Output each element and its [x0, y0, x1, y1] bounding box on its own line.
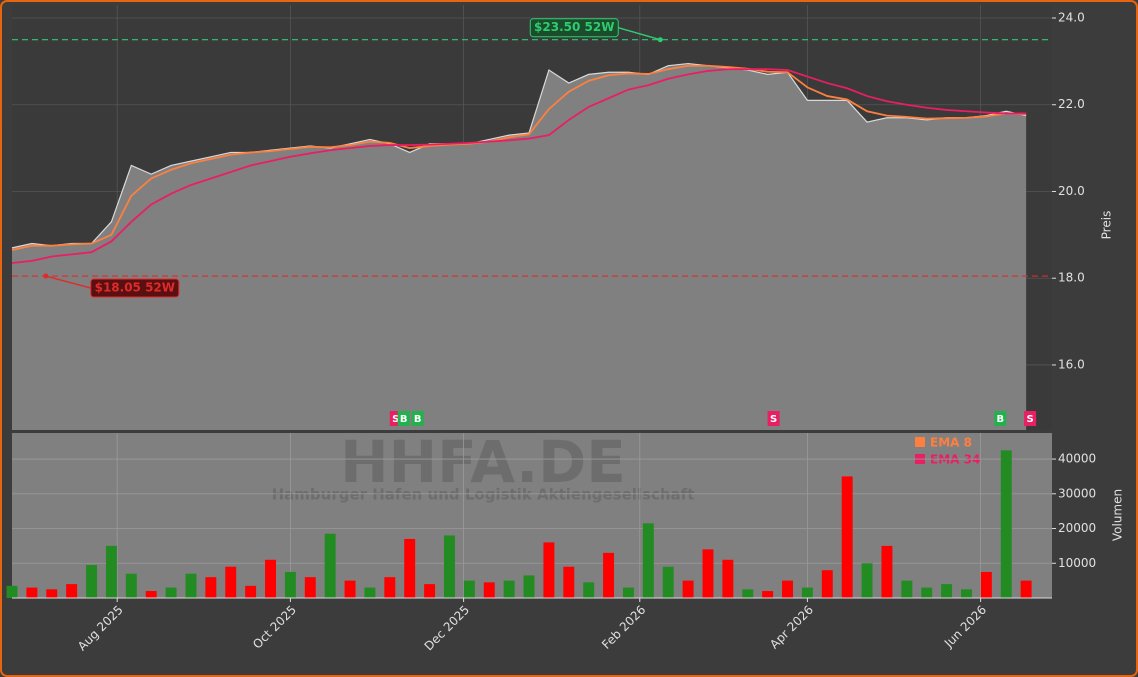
annotation-arrow [45, 275, 91, 289]
annotation-arrow [618, 26, 661, 41]
volume-bar [941, 584, 953, 598]
y-tick-label: 30000 [1058, 486, 1096, 500]
volume-bar [66, 584, 78, 598]
volume-bar [821, 570, 833, 598]
y-tick-label: 16.0 [1058, 357, 1085, 371]
signal-label: S [392, 414, 399, 425]
volume-bar [543, 542, 555, 598]
volume-bar [46, 589, 58, 598]
volume-bar [682, 580, 694, 598]
volume-bar [245, 585, 257, 598]
y-tick-label: 22.0 [1058, 97, 1085, 111]
signal-label: B [400, 414, 408, 425]
volume-bar [26, 587, 38, 598]
y-tick-label: 40000 [1058, 452, 1096, 466]
volume-bar [901, 580, 913, 598]
annotation-label: $18.05 52W [95, 281, 175, 295]
watermark: Hamburger Hafen und Logistik Aktiengesel… [272, 486, 695, 504]
volume-bar [563, 566, 575, 598]
volume-bar [881, 545, 893, 598]
volume-bar [1020, 580, 1032, 598]
volume-bar [344, 580, 356, 598]
volume-bar [603, 552, 615, 598]
volume-bar [324, 533, 336, 598]
volume-bar [265, 559, 276, 598]
ema-line [11, 64, 1027, 251]
volume-bar [145, 591, 157, 598]
volume-bar [225, 566, 237, 598]
ema-line [11, 68, 1027, 264]
volume-bar [463, 580, 475, 598]
signal-marker [994, 411, 1007, 426]
y-tick-label: 20000 [1058, 521, 1096, 535]
volume-bar [6, 585, 18, 598]
legend-label: EMA 34 [930, 453, 980, 467]
volume-bar [961, 589, 972, 598]
volume-bar [105, 545, 117, 598]
volume-bar [284, 571, 296, 598]
y-tick-label: 20.0 [1058, 184, 1085, 198]
volume-bar [503, 580, 515, 598]
volume-bar [642, 523, 654, 598]
price-line [11, 62, 1027, 249]
volume-bar [364, 587, 376, 598]
y-tick-label: 18.0 [1058, 271, 1085, 285]
annotation-label: $23.50 52W [534, 20, 614, 34]
volume-bar [304, 577, 316, 598]
legend-marker [915, 437, 925, 447]
annotation-point [43, 273, 49, 279]
volume-bar [125, 573, 137, 598]
volume-bar [165, 587, 177, 598]
volume-bar [483, 582, 495, 598]
y-axis-label: Volumen [1111, 489, 1125, 541]
y-tick-label: 24.0 [1058, 11, 1085, 25]
signal-label: B [414, 414, 422, 425]
volume-bar [523, 575, 535, 598]
volume-bar [841, 476, 853, 598]
volume-bar [404, 538, 416, 598]
signal-label: S [770, 414, 777, 425]
watermark: HHFA.DE [340, 428, 626, 496]
signal-label: B [996, 414, 1004, 425]
y-axis-label: Preis [1100, 211, 1114, 240]
volume-panel [12, 433, 1052, 598]
volume-bar [384, 577, 396, 598]
volume-bar [782, 580, 793, 598]
signal-marker [397, 411, 410, 426]
volume-bar [801, 587, 813, 598]
annotation-box [529, 18, 619, 38]
volume-bar [702, 549, 714, 598]
legend-label: EMA 8 [930, 436, 972, 450]
volume-bar [444, 535, 455, 598]
volume-bar [662, 566, 674, 598]
volume-bar [722, 559, 734, 598]
volume-bar [1000, 450, 1012, 598]
volume-bar [424, 584, 436, 598]
annotation-box [90, 278, 180, 298]
y-tick-label: 10000 [1058, 556, 1096, 570]
volume-bar [861, 563, 873, 598]
signal-marker [411, 411, 424, 426]
price-area [12, 63, 1027, 430]
signal-label: S [1027, 414, 1034, 425]
signal-marker [767, 411, 780, 426]
annotation-point [657, 37, 663, 43]
signal-marker [1024, 411, 1037, 426]
volume-bar [742, 589, 754, 598]
volume-bar [762, 591, 774, 598]
volume-bar [185, 573, 197, 598]
volume-bar [86, 565, 98, 598]
volume-bar [583, 582, 595, 598]
volume-bar [205, 577, 217, 598]
volume-bar [622, 587, 634, 598]
volume-bar [980, 571, 992, 598]
volume-bar [921, 587, 933, 598]
